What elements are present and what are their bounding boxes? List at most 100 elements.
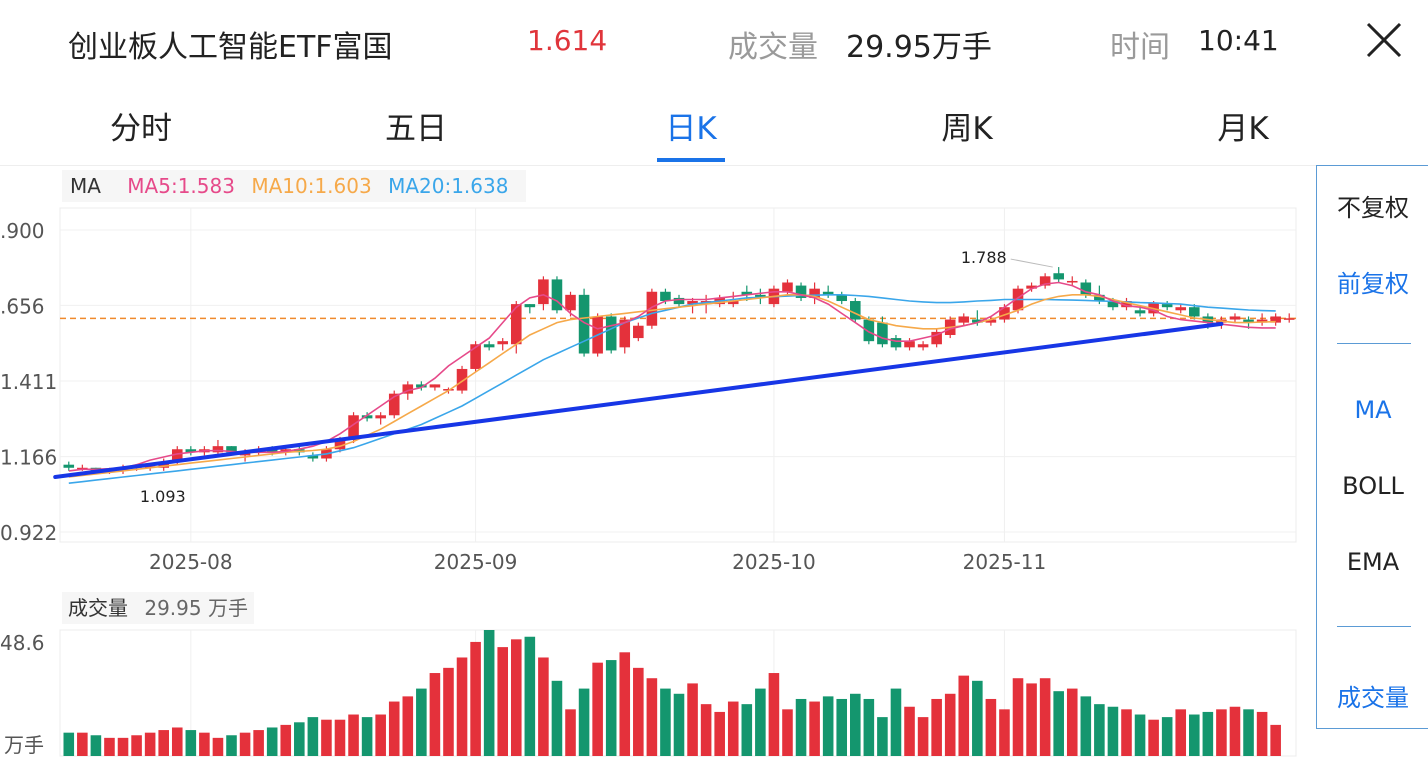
volume-bar xyxy=(361,717,373,756)
candle-body xyxy=(578,294,590,354)
candle-body xyxy=(931,331,942,345)
volume-bar xyxy=(578,688,590,756)
candle-body xyxy=(538,279,549,305)
volume-bar xyxy=(863,698,875,756)
candle-body xyxy=(1121,301,1132,308)
y-tick-label: .900 xyxy=(0,219,45,243)
volume-bar xyxy=(131,735,142,756)
candle-body xyxy=(795,285,807,298)
candle-body xyxy=(972,319,983,323)
candle-body xyxy=(1080,282,1092,295)
volume-bar xyxy=(266,727,278,756)
volume-bar xyxy=(1012,678,1024,756)
volume-bar xyxy=(931,698,942,756)
volume-bar xyxy=(538,657,549,756)
volume-bar xyxy=(1107,706,1119,756)
candle-body xyxy=(1053,273,1064,280)
volume-bar xyxy=(917,717,929,756)
side-item-boll[interactable]: BOLL xyxy=(1342,472,1404,500)
tab-five-day[interactable]: 五日 xyxy=(385,111,447,147)
candle-body xyxy=(63,464,75,468)
volume-bar xyxy=(904,706,915,756)
candle-body xyxy=(1161,304,1173,308)
time-label: 时间 xyxy=(1110,30,1170,65)
kline-chart[interactable]: .900 .656 1.411 1.166 0.922 2025-08 2025-09 202… xyxy=(0,0,1316,766)
candle-body xyxy=(1229,316,1241,320)
volume-bar xyxy=(1256,711,1268,756)
candle-body xyxy=(1270,316,1281,323)
indicator-side-panel: 不复权 前复权 MA BOLL EMA 成交量 xyxy=(1316,165,1428,729)
candle-body xyxy=(348,415,359,440)
max-annotation-leader xyxy=(1010,258,1053,268)
close-icon[interactable] xyxy=(1364,20,1404,60)
volume-bar xyxy=(185,730,197,756)
ma-selector-button[interactable]: MA xyxy=(70,174,101,198)
volume-bar xyxy=(1121,709,1132,756)
volume-bar xyxy=(348,714,359,756)
candle-body xyxy=(836,294,848,302)
price-plot-frame xyxy=(59,207,1297,543)
max-price-annotation: 1.788 xyxy=(961,248,1007,267)
tab-weekly-k[interactable]: 周K xyxy=(941,111,993,147)
tab-minute[interactable]: 分时 xyxy=(110,111,172,147)
volume-bar xyxy=(673,693,685,756)
candle-body xyxy=(605,316,617,351)
volume-bar xyxy=(307,717,319,756)
volume-bar xyxy=(388,701,400,756)
candle-body xyxy=(660,291,671,302)
volume-bar xyxy=(633,667,644,756)
candle-body xyxy=(1039,276,1051,286)
side-divider xyxy=(1337,343,1411,344)
side-item-unadjusted[interactable]: 不复权 xyxy=(1337,194,1409,222)
side-divider xyxy=(1337,626,1411,627)
candle-body xyxy=(1189,307,1200,317)
volume-bar xyxy=(700,704,712,756)
ma5-line xyxy=(68,281,1276,472)
volume-bar xyxy=(605,660,617,756)
volume-bar xyxy=(1175,709,1187,756)
volume-bar xyxy=(565,709,576,756)
candle-body xyxy=(429,384,441,388)
volume-legend-value: 29.95 万手 xyxy=(144,596,248,620)
side-item-ema[interactable]: EMA xyxy=(1346,548,1400,576)
volume-label: 成交量 xyxy=(728,30,818,65)
candle-body xyxy=(822,291,834,295)
candle-body xyxy=(890,338,902,348)
tab-daily-k[interactable]: 日K xyxy=(665,111,717,147)
volume-bar xyxy=(741,704,753,756)
volume-bar xyxy=(1094,704,1105,756)
volume-bar xyxy=(849,693,861,756)
volume-bar xyxy=(226,735,237,756)
candle-body xyxy=(1243,319,1254,323)
volume-bar xyxy=(470,641,481,756)
volume-bar xyxy=(294,722,305,756)
side-item-forward-adjusted[interactable]: 前复权 xyxy=(1337,270,1409,298)
side-item-volume[interactable]: 成交量 xyxy=(1337,684,1409,712)
volume-bar xyxy=(1053,691,1064,756)
tab-monthly-k[interactable]: 月K xyxy=(1217,111,1269,147)
y-tick-label: 1.411 xyxy=(0,370,57,394)
candle-body xyxy=(307,455,319,459)
candle-body xyxy=(388,393,400,416)
candle-body xyxy=(741,291,753,295)
x-tick-label: 2025-11 xyxy=(963,550,1047,574)
candle-body xyxy=(1066,280,1078,283)
candle-body xyxy=(524,304,536,308)
candle-body xyxy=(456,368,468,391)
volume-bar xyxy=(77,732,88,756)
volume-bar xyxy=(795,698,807,756)
volume-bar xyxy=(212,737,224,756)
candle-body xyxy=(334,439,346,450)
candle-body xyxy=(877,322,888,345)
volume-bar xyxy=(1080,696,1092,756)
volume-bar xyxy=(497,647,509,756)
volume-legend-label: 成交量 xyxy=(68,596,128,620)
candle-body xyxy=(402,384,414,394)
volume-bar xyxy=(171,727,183,756)
volume-bar xyxy=(63,732,75,756)
side-item-ma[interactable]: MA xyxy=(1354,396,1392,424)
volume-bar xyxy=(280,724,292,756)
volume-bar xyxy=(483,630,495,756)
volume-bar xyxy=(524,636,536,756)
fund-title: 创业板人工智能ETF富国 xyxy=(68,30,393,65)
